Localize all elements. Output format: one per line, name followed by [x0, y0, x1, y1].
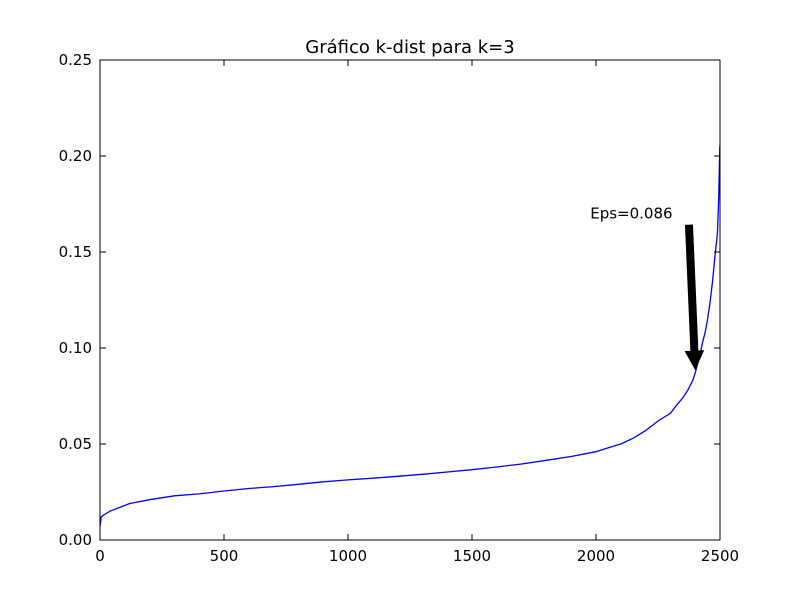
y-tick-label: 0.10 [59, 339, 92, 357]
x-tick-label: 2000 [577, 547, 615, 565]
y-axis: 0.00 0.05 0.10 0.15 0.20 0.25 [59, 51, 720, 549]
annotation-label: Eps=0.086 [590, 205, 672, 223]
y-tick-label: 0.15 [59, 243, 92, 261]
y-tick-label: 0.05 [59, 435, 92, 453]
x-axis: 0 500 1000 1500 2000 2500 [95, 60, 739, 565]
x-tick-label: 500 [210, 547, 239, 565]
x-tick-label: 1000 [329, 547, 367, 565]
plot-frame [99, 59, 721, 541]
plot-area [99, 146, 721, 527]
annotation-layer: Eps=0.086 [590, 205, 705, 371]
chart-title: Gráfico k-dist para k=3 [305, 37, 514, 58]
x-tick-label: 0 [95, 547, 105, 565]
y-tick-label: 0.25 [59, 51, 92, 69]
x-tick-label: 2500 [701, 547, 739, 565]
y-tick-label: 0.20 [59, 147, 92, 165]
annotation-arrow [684, 224, 705, 371]
series-line-0 [99, 146, 721, 527]
x-tick-label: 1500 [453, 547, 491, 565]
y-tick-label: 0.00 [59, 531, 92, 549]
